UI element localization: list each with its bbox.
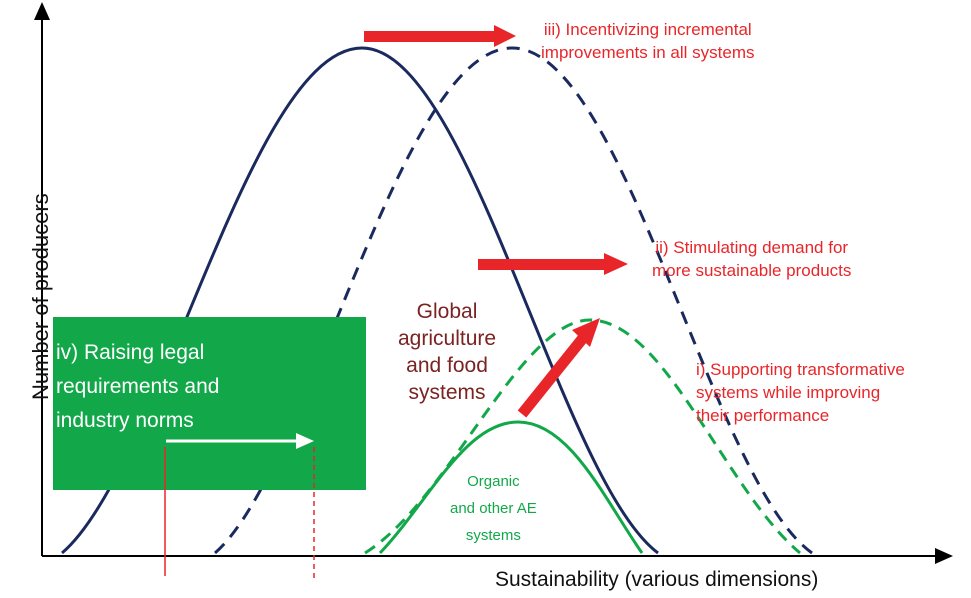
organic-curve-dashed	[364, 318, 801, 555]
organic-label-line1: Organic	[467, 473, 520, 490]
global-label-line4: systems	[408, 381, 486, 404]
organic-curve-solid	[378, 420, 644, 555]
arrow-iii-head	[494, 25, 516, 47]
organic-label-line2: and other AE	[450, 500, 537, 517]
arrow-ii-shaft	[478, 259, 606, 270]
annotation-iii: iii) Incentivizing incremental improveme…	[541, 18, 755, 64]
global-systems-label: Global agriculture and food systems	[398, 298, 496, 406]
annotation-i-line3: their performance	[696, 406, 830, 425]
global-label-line2: agriculture	[398, 327, 497, 350]
x-axis-label: Sustainability (various dimensions)	[495, 568, 819, 591]
annotation-i-line2: systems while improving	[696, 383, 881, 402]
legal-requirements-box	[53, 317, 366, 490]
arrow-ii-head	[604, 253, 628, 275]
annotation-i: i) Supporting transformative systems whi…	[696, 358, 905, 427]
arrow-iii-shaft	[364, 31, 496, 42]
global-curve-dashed	[214, 46, 813, 555]
arrow-i-head	[572, 318, 600, 347]
annotation-ii-line1: ii) Stimulating demand for	[655, 238, 849, 257]
organic-systems-label: Organic and other AE systems	[450, 468, 537, 549]
annotation-ii-line2: more sustainable products	[652, 261, 852, 280]
annotation-iii-line1: iii) Incentivizing incremental	[543, 20, 752, 39]
annotation-i-line1: i) Supporting transformative	[696, 360, 905, 379]
arrow-i-shaft	[517, 334, 588, 418]
white-arrow-head	[296, 433, 314, 449]
global-label-line3: and food	[406, 354, 488, 377]
global-label-line1: Global	[416, 300, 478, 323]
organic-label-line3: systems	[465, 527, 521, 544]
annotation-iii-line2: improvements in all systems	[541, 43, 755, 62]
annotation-ii: ii) Stimulating demand for more sustaina…	[652, 236, 851, 282]
y-axis-label: Number of producers	[28, 193, 53, 400]
annotation-iv: iv) Raising legal requirements and indus…	[56, 341, 220, 432]
